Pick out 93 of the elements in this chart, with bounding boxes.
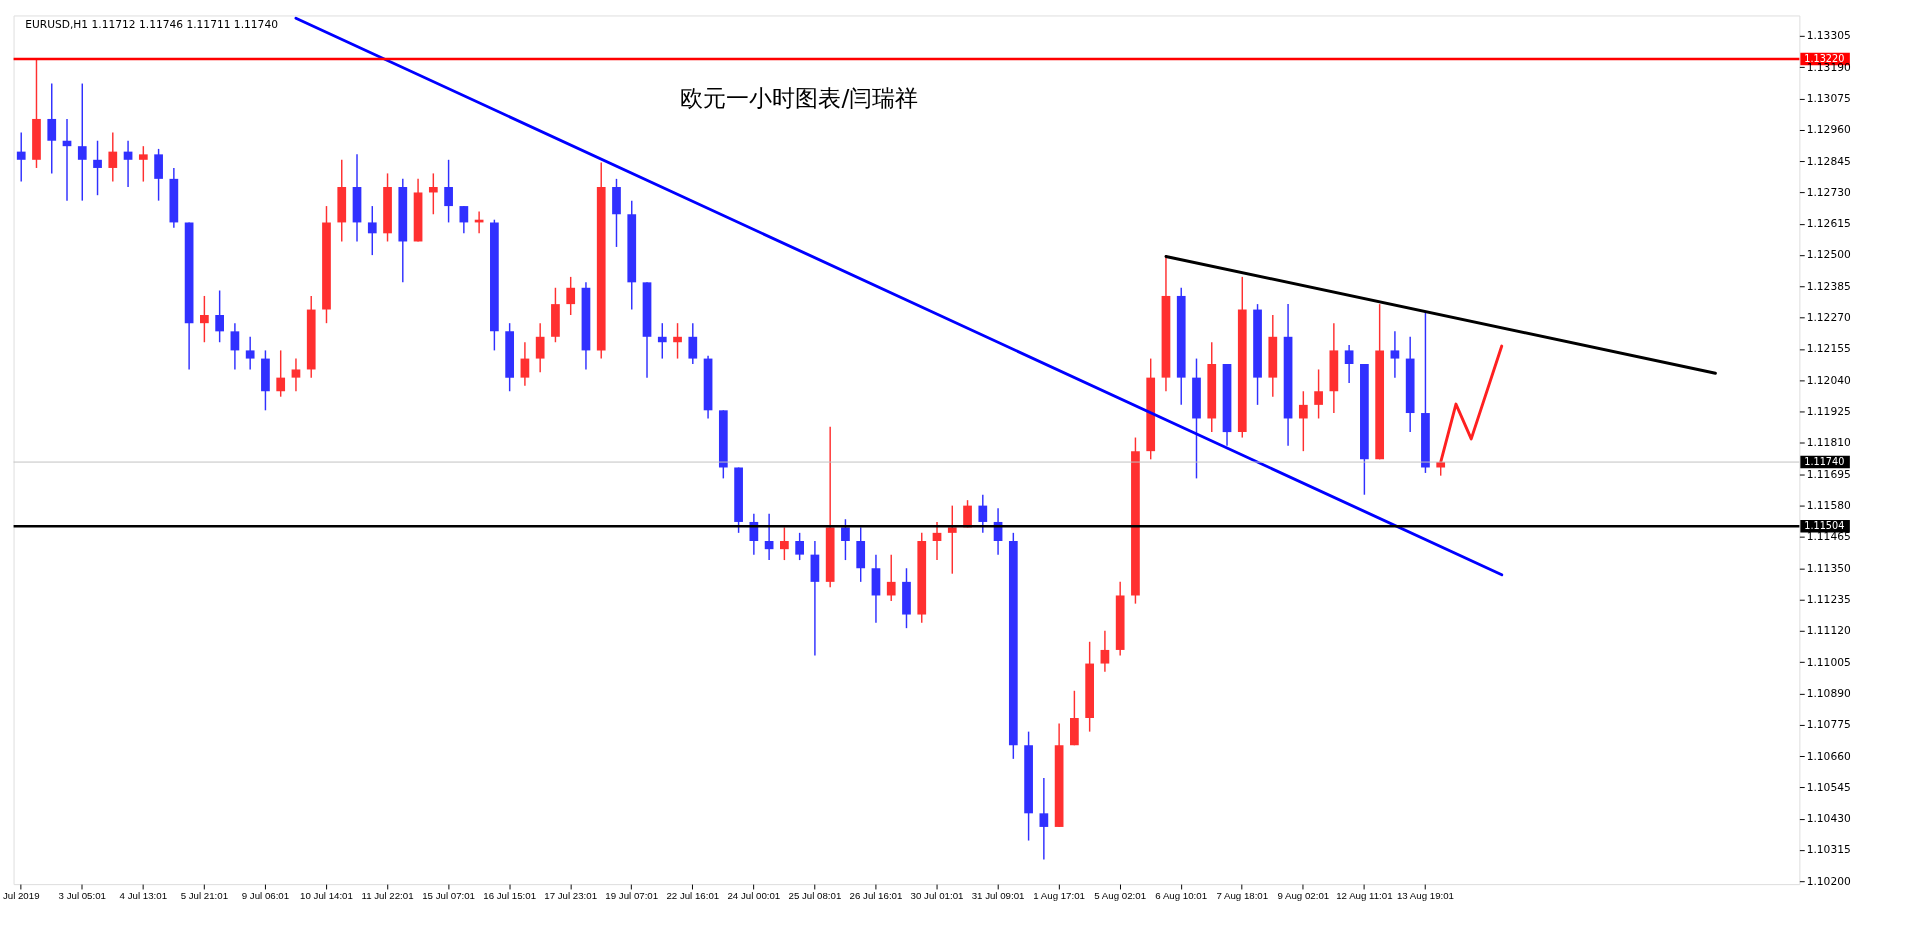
candlestick [1390, 330, 1400, 379]
y-tick-label: 1.11810 [1806, 436, 1851, 450]
candlestick [841, 518, 850, 561]
y-tick-label: 1.10660 [1806, 749, 1851, 763]
y-tick-label: 1.11350 [1806, 561, 1851, 575]
candlestick [16, 131, 26, 183]
candlestick [459, 205, 469, 235]
x-tick-label: 15 Jul 07:01 [422, 890, 475, 902]
x-tick-label: 12 Aug 11:01 [1336, 890, 1393, 902]
candlestick [291, 357, 301, 392]
candlestick [93, 140, 102, 196]
y-tick-label: 1.10545 [1806, 780, 1851, 794]
candlestick [276, 349, 286, 398]
candlestick [1314, 368, 1323, 420]
candlestick [138, 145, 148, 183]
candlestick [230, 322, 240, 371]
x-tick-label: 13 Aug 19:01 [1396, 890, 1454, 902]
y-tick-label: 1.12615 [1806, 217, 1851, 231]
y-tick-label: 1.11235 [1806, 592, 1851, 606]
candlestick [1344, 344, 1354, 384]
x-tick-label: 9 Aug 02:01 [1277, 890, 1330, 902]
y-tick-label: 1.10430 [1806, 812, 1851, 826]
ref-line-label: 1.13220 [1804, 52, 1845, 64]
ref-line-label: 1.11740 [1804, 455, 1845, 467]
candlestick [444, 159, 453, 224]
x-tick-label: 7 Aug 18:01 [1216, 890, 1269, 902]
x-tick-label: 19 Jul 07:01 [605, 890, 659, 902]
candlestick [200, 295, 209, 343]
x-tick-label: 1 Aug 17:01 [1033, 890, 1085, 902]
y-tick-label: 1.10775 [1806, 718, 1851, 732]
candlestick [428, 172, 438, 215]
y-tick-label: 1.11695 [1806, 467, 1851, 481]
y-tick-label: 1.12845 [1806, 154, 1851, 168]
y-tick-label: 1.11005 [1806, 655, 1851, 669]
x-tick-label: 5 Aug 02:01 [1094, 890, 1147, 902]
y-tick-label: 1.12960 [1806, 123, 1851, 137]
x-tick-label: 5 Jul 21:01 [180, 890, 229, 902]
candlestick [123, 140, 133, 188]
y-tick-label: 1.12500 [1806, 248, 1851, 262]
x-tick-label: 16 Jul 15:01 [483, 890, 537, 902]
x-tick-label: 30 Jul 01:01 [910, 890, 964, 902]
candlestick [566, 276, 576, 316]
x-tick-label: 22 Jul 16:01 [666, 890, 720, 902]
x-tick-label: 31 Jul 09:01 [971, 890, 1025, 902]
y-tick-label: 1.10200 [1806, 874, 1851, 888]
y-tick-label: 1.11580 [1806, 499, 1851, 513]
y-tick-label: 1.13305 [1806, 29, 1851, 43]
y-tick-label: 1.10315 [1806, 843, 1851, 857]
candlestick [688, 322, 698, 365]
x-tick-label: 26 Jul 16:01 [849, 890, 903, 902]
candlestick [108, 131, 118, 183]
candlestick [535, 322, 545, 373]
candlestick [1039, 777, 1049, 861]
x-tick-label: 25 Jul 08:01 [788, 890, 842, 902]
y-tick-label: 1.11465 [1806, 530, 1851, 544]
x-tick-label: 3 Jul 05:01 [58, 890, 106, 902]
x-tick-label: 10 Jul 14:01 [300, 890, 353, 902]
candlestick [673, 322, 682, 360]
y-tick-label: 1.11120 [1806, 624, 1851, 638]
candlestick [657, 322, 667, 360]
x-tick-label: 9 Jul 06:01 [241, 890, 290, 902]
candlestick [245, 336, 255, 371]
y-tick-label: 1.11925 [1806, 405, 1851, 419]
y-tick-label: 1.12040 [1806, 373, 1851, 387]
chart-subtitle: EURUSD,H1 1.11712 1.11746 1.11711 1.11740 [25, 18, 279, 32]
candlestick [932, 521, 942, 561]
y-tick-label: 1.12385 [1806, 279, 1851, 293]
x-tick-label: 24 Jul 00:01 [727, 890, 781, 902]
candlestick [77, 82, 87, 202]
candlestick [367, 205, 377, 256]
y-tick-label: 1.12730 [1806, 185, 1851, 199]
text: 欧元一小时图表/闫瑞祥 [680, 83, 919, 111]
candlestick [886, 553, 896, 602]
x-tick-label: 4 Jul 13:01 [119, 890, 168, 902]
x-tick-label: Jul 2019 [2, 890, 40, 902]
x-tick-label: 17 Jul 23:01 [544, 890, 598, 902]
candlestick [1100, 630, 1110, 673]
candlestick [215, 289, 225, 343]
y-tick-label: 1.12270 [1806, 311, 1851, 325]
candlestick [795, 532, 805, 561]
ref-line-label: 1.11504 [1804, 520, 1845, 532]
y-tick-label: 1.12155 [1806, 342, 1851, 356]
x-tick-label: 6 Aug 10:01 [1155, 890, 1208, 902]
y-tick-label: 1.13075 [1806, 91, 1851, 105]
candlestick [47, 82, 57, 175]
candlestick [520, 341, 530, 387]
candlestick [947, 504, 957, 575]
candlestick [1298, 390, 1308, 452]
candlestick [780, 526, 789, 561]
candlestick [978, 493, 988, 534]
x-tick-label: 11 Jul 22:01 [361, 890, 414, 902]
y-tick-label: 1.10890 [1806, 686, 1851, 700]
candlestick [764, 513, 774, 561]
